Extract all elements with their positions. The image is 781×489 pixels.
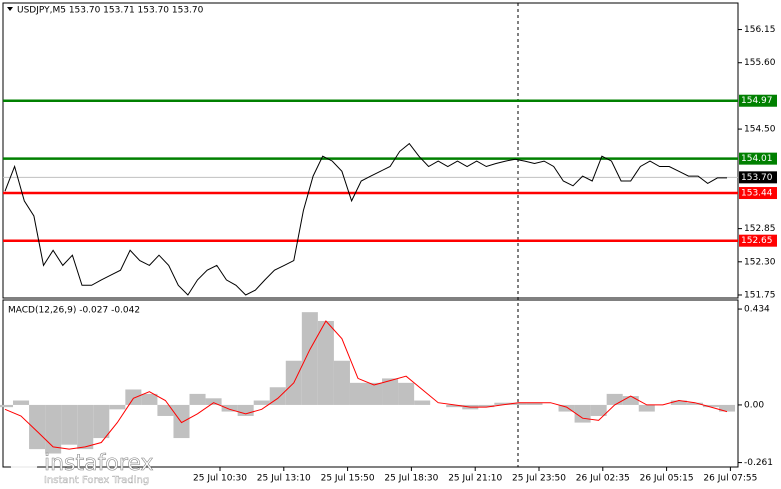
price-title: USDJPY,M5 153.70 153.71 153.70 153.70 — [17, 6, 204, 16]
histogram-bar — [237, 404, 254, 416]
level-label-box — [739, 94, 777, 107]
histogram-bar — [574, 404, 591, 423]
y-tick-label: 155.60 — [744, 58, 776, 68]
histogram-bar — [221, 404, 238, 412]
level-label: 152.65 — [741, 236, 773, 246]
histogram-bar — [141, 393, 158, 405]
histogram-bar — [205, 398, 222, 405]
x-tick-label: 25 Jul 15:50 — [321, 474, 375, 484]
histogram-bar — [686, 402, 703, 405]
histogram-bar — [189, 393, 206, 405]
level-label: 154.97 — [741, 96, 773, 106]
histogram-bar — [590, 404, 607, 416]
level-label-box — [739, 152, 777, 165]
histogram-bar — [638, 404, 655, 412]
y-tick-label: 0.434 — [744, 305, 770, 315]
histogram-bar — [45, 404, 62, 454]
logo-tagline: Instant Forex Trading — [44, 475, 149, 486]
histogram-bar — [414, 400, 431, 405]
histogram-bar — [173, 404, 190, 439]
histogram-bar — [93, 404, 110, 439]
y-tick-label: 152.30 — [744, 257, 776, 267]
histogram-bar — [382, 378, 399, 405]
level-label: 154.01 — [741, 154, 773, 164]
histogram-bar — [333, 360, 350, 405]
histogram-bar — [77, 404, 94, 450]
histogram-bar — [253, 400, 270, 405]
x-tick-label: 25 Jul 21:10 — [448, 474, 502, 484]
macd-title: MACD(12,26,9) -0.027 -0.042 — [8, 306, 140, 316]
current-price-box — [739, 171, 777, 184]
histogram-bar — [125, 389, 142, 405]
histogram-bar — [670, 400, 687, 405]
y-tick-label: 154.50 — [744, 125, 776, 135]
macd-panel — [2, 299, 739, 468]
logo: instaforex Instant Forex Trading — [10, 448, 154, 486]
level-label: 153.44 — [741, 189, 773, 199]
y-tick-label: 0.00 — [744, 400, 764, 410]
price-panel — [2, 2, 739, 299]
histogram-bar — [702, 404, 719, 408]
histogram-bar — [301, 312, 318, 405]
histogram-bar — [622, 396, 639, 405]
logo-icon — [10, 448, 38, 476]
histogram-bar — [0, 404, 14, 408]
current-price-label: 153.70 — [741, 173, 773, 183]
histogram-bar — [317, 320, 334, 405]
x-tick-label: 26 Jul 07:55 — [703, 474, 757, 484]
histogram-bar — [478, 404, 495, 408]
histogram-bar — [718, 404, 736, 412]
collapse-icon — [7, 7, 13, 11]
histogram-bar — [366, 382, 383, 405]
y-tick-label: 152.85 — [744, 224, 776, 234]
signal-line — [4, 320, 728, 450]
histogram-bar — [606, 393, 623, 405]
x-tick-label: 25 Jul 18:30 — [384, 474, 438, 484]
histogram-bar — [526, 402, 543, 405]
logo-name: instaforex — [44, 451, 154, 476]
histogram-bar — [510, 402, 527, 405]
histogram-bar — [13, 400, 30, 405]
x-tick-label: 26 Jul 02:35 — [576, 474, 630, 484]
x-tick-label: 25 Jul 13:10 — [257, 474, 311, 484]
y-tick-label: -0.261 — [744, 458, 773, 468]
level-label-box — [739, 234, 777, 247]
y-tick-label: 151.75 — [744, 290, 776, 300]
histogram-bar — [349, 382, 366, 405]
price-line — [4, 142, 727, 296]
histogram-bar — [61, 404, 78, 445]
level-label-box — [739, 187, 777, 200]
y-tick-label: 156.15 — [744, 25, 776, 35]
histogram-bar — [446, 404, 463, 408]
histogram-bar — [157, 404, 174, 416]
histogram-bar — [558, 404, 575, 412]
histogram-bar — [29, 404, 46, 450]
x-tick-label: 26 Jul 05:15 — [640, 474, 694, 484]
x-tick-label: 25 Jul 23:50 — [512, 474, 566, 484]
histogram-bar — [109, 404, 126, 410]
histogram-bar — [494, 402, 511, 405]
histogram-bar — [398, 382, 415, 405]
x-tick-label: 25 Jul 10:30 — [193, 474, 247, 484]
